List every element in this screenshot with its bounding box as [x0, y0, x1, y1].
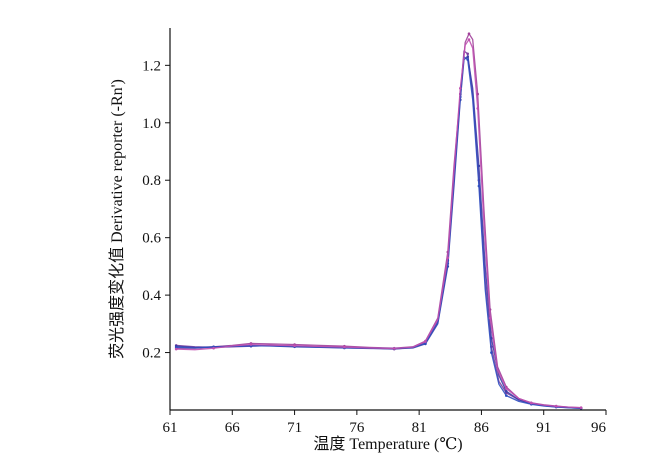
- series-point: [459, 87, 462, 90]
- series-line-3: [175, 56, 582, 409]
- y-axis-label: 荧光强度变化值 Derivative reporter (-Rn'): [108, 79, 126, 359]
- y-tick-label: 0.8: [142, 173, 161, 189]
- series-line-5: [175, 38, 582, 409]
- series-point: [424, 342, 427, 345]
- y-tick-label: 0.2: [142, 346, 161, 362]
- series-point: [466, 55, 470, 58]
- series-point: [490, 351, 493, 354]
- x-tick-label: 61: [163, 420, 178, 436]
- series-line-4: [175, 56, 582, 409]
- series-line-1: [175, 33, 582, 409]
- series-point: [466, 58, 470, 61]
- series-point: [293, 344, 296, 348]
- series-point: [466, 52, 470, 56]
- y-tick-label: 0.4: [142, 288, 161, 304]
- series-point: [477, 184, 481, 188]
- series-point: [488, 316, 492, 320]
- x-tick-label: 96: [591, 420, 607, 436]
- x-tick-label: 86: [474, 420, 490, 436]
- series-point: [424, 340, 427, 343]
- y-axis-ticks: 0.2 0.4 0.6 0.8 1.0 1.2: [142, 58, 170, 362]
- y-tick-label: 1.0: [142, 116, 161, 132]
- series-line-2: [175, 50, 582, 409]
- series-point: [477, 164, 481, 168]
- series-point: [174, 347, 178, 351]
- series-point: [490, 336, 493, 340]
- series-point: [554, 405, 558, 408]
- x-axis-ticks: 61 66 71 76 81 86 91 96: [163, 410, 607, 436]
- x-tick-label: 66: [225, 420, 241, 436]
- x-axis-label: 温度 Temperature (℃): [313, 435, 462, 453]
- y-tick-label: 0.6: [142, 231, 161, 247]
- series-point: [505, 390, 508, 393]
- series-point: [467, 32, 471, 35]
- series-point: [505, 394, 508, 397]
- x-tick-label: 71: [287, 420, 302, 436]
- x-tick-label: 81: [412, 420, 427, 436]
- y-tick-label: 1.2: [142, 58, 161, 74]
- series-point: [579, 406, 583, 410]
- series-group: [174, 32, 583, 410]
- series-point: [467, 38, 471, 41]
- series-point: [343, 345, 346, 349]
- series-point: [212, 346, 215, 350]
- series-point: [446, 256, 450, 260]
- series-point: [476, 107, 480, 110]
- x-tick-label: 76: [349, 420, 365, 436]
- series-point: [530, 401, 533, 405]
- x-tick-label: 91: [536, 420, 551, 436]
- series-point: [392, 347, 396, 350]
- series-point: [505, 387, 508, 390]
- series-point: [249, 343, 253, 346]
